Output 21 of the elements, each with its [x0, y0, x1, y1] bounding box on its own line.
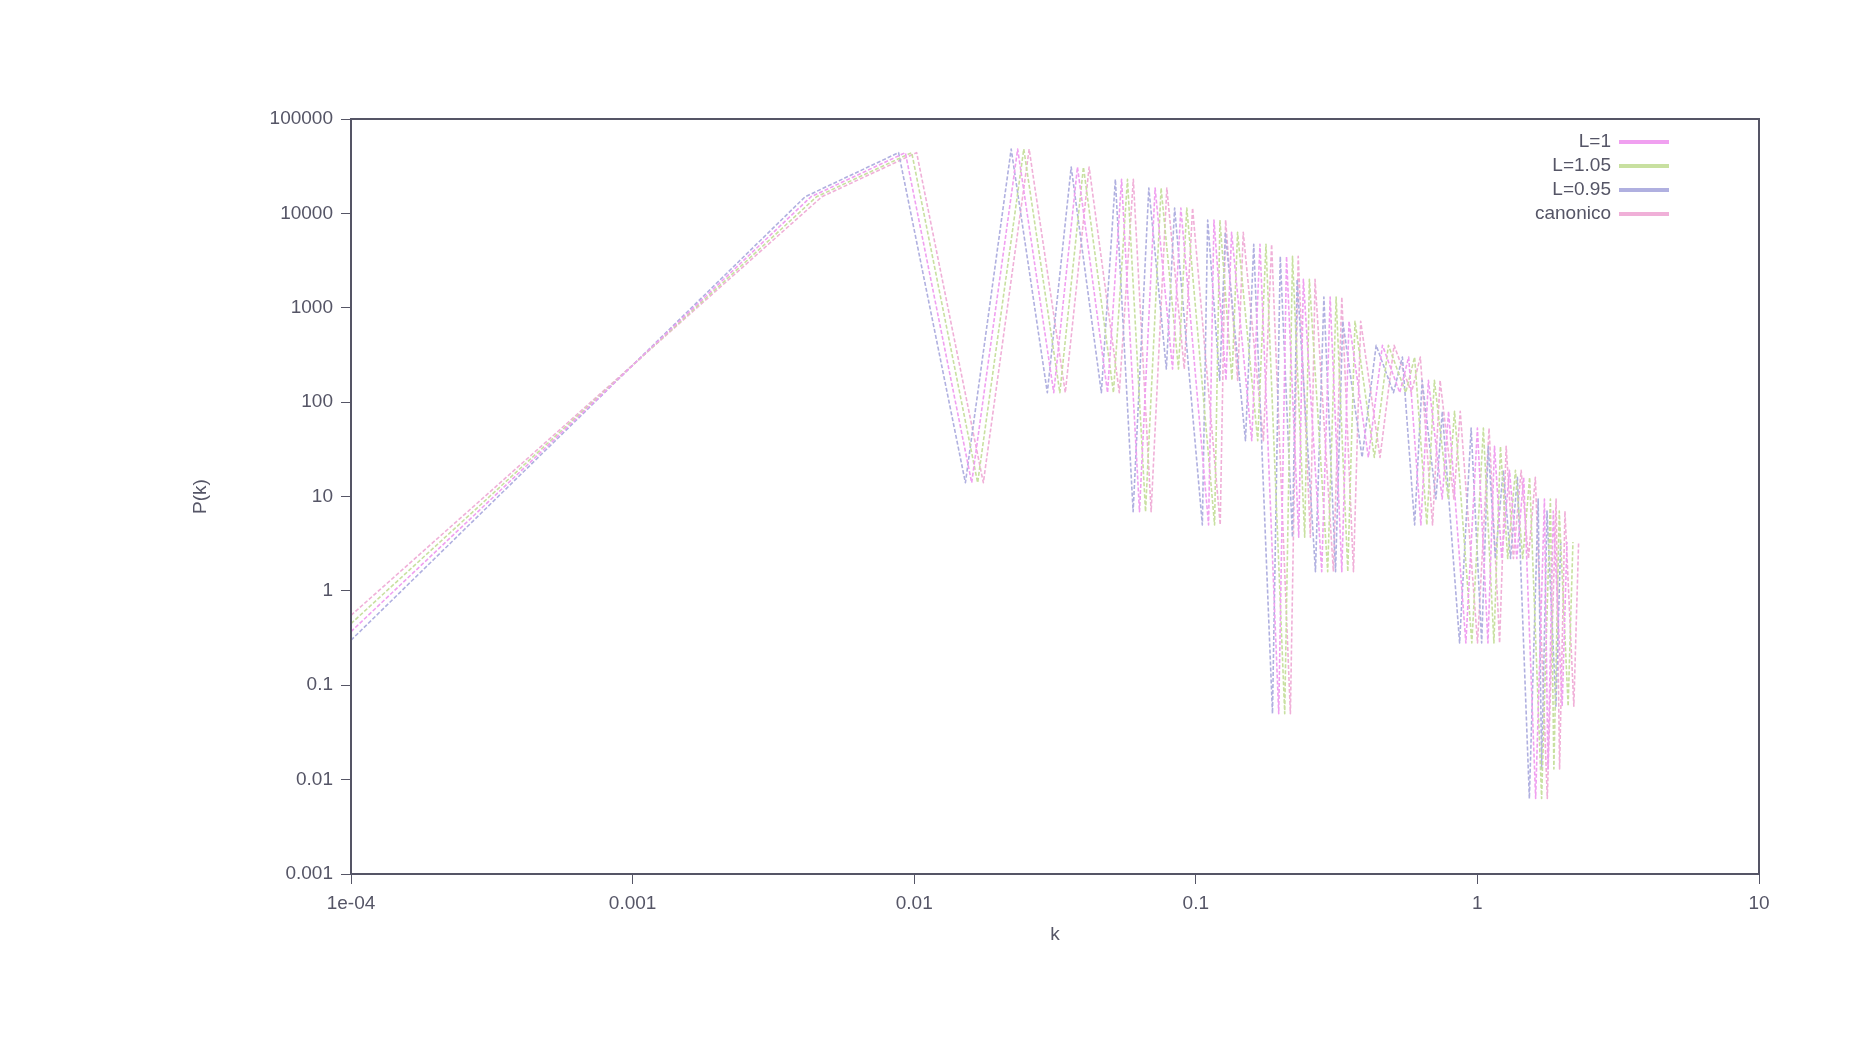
x-tick-label: 0.001	[608, 891, 657, 913]
x-tick-label: 0.1	[1182, 891, 1210, 913]
y-tick-label: 100000	[269, 107, 333, 129]
x-tick-label: 0.01	[895, 891, 933, 913]
x-tick-label: 1e-04	[326, 891, 376, 913]
y-tick-label: 0.001	[285, 862, 333, 884]
legend-label: L=1.05	[1552, 154, 1611, 176]
legend-label: canonico	[1534, 202, 1611, 224]
y-tick-label: 100	[301, 390, 333, 412]
x-tick-label: 1	[1472, 891, 1483, 913]
y-tick-label: 10	[311, 484, 333, 506]
legend-label: L=1	[1578, 130, 1611, 152]
y-tick-label: 1	[322, 579, 333, 601]
legend-label: L=0.95	[1552, 178, 1611, 200]
y-tick-label: 10000	[280, 201, 333, 223]
x-tick-label: 10	[1748, 891, 1770, 913]
y-axis-title: P(k)	[188, 479, 210, 514]
y-tick-label: 0.1	[306, 673, 333, 695]
x-axis-title: k	[1050, 922, 1061, 944]
y-tick-label: 1000	[290, 295, 333, 317]
y-tick-label: 0.01	[296, 767, 333, 789]
